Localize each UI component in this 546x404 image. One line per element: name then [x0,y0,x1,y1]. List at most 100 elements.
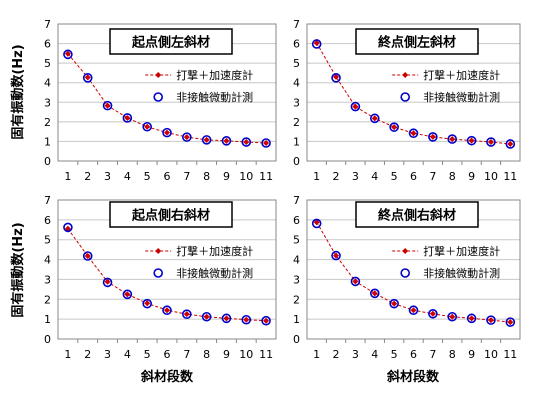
series-hammer-point [164,307,170,314]
series-hammer-point [391,300,398,307]
x-tick-label: 2 [84,348,91,361]
x-tick-label: 8 [203,170,210,183]
series-noncontact-point [447,311,458,322]
series-noncontact-point [389,122,399,132]
series-hammer-point [144,300,151,307]
y-tick-label: 3 [293,273,300,286]
y-tick-label: 6 [44,214,51,227]
x-tick-label: 4 [371,170,378,183]
series-noncontact-point [369,288,380,299]
legend-hammer-label: 打撃＋加速度計 [423,244,500,258]
chart-title-box [355,201,479,228]
series-hammer-point [243,316,250,323]
series-noncontact-point [486,137,496,147]
x-tick-label: 11 [259,348,273,361]
chart-title: 終点側左斜材 [378,35,456,51]
series-hammer-point [313,39,320,46]
series-hammer-point [507,140,514,147]
series-noncontact-point [162,127,172,138]
series-hammer-point [313,219,320,226]
x-tick-label: 2 [84,170,91,183]
x-tick-label: 1 [313,170,320,183]
x-tick-label: 8 [203,348,210,361]
x-tick-label: 11 [503,348,517,361]
series-hammer-point [144,123,151,130]
series-hammer-point [183,134,190,141]
series-hammer-point [487,317,494,324]
chart-title: 終点側右斜材 [378,208,456,224]
y-tick-label: 4 [293,77,300,90]
series-noncontact-point [102,100,113,111]
y-tick-label: 2 [293,293,300,306]
x-tick-label: 10 [484,170,498,183]
x-tick-label: 5 [391,170,398,183]
series-hammer-point [352,103,359,110]
series-noncontact-point [82,251,93,261]
x-tick-label: 3 [352,348,359,361]
x-tick-label: 7 [429,348,436,361]
series-noncontact-point [241,314,252,325]
series-noncontact-point [486,315,496,325]
series-hammer-point [507,319,514,326]
series-noncontact-point [182,309,192,319]
series-hammer-point [64,225,71,232]
series-hammer-point [429,310,436,317]
y-tick-label: 2 [44,116,51,129]
legend-hammer-marker [155,248,162,254]
chart-title-box [109,28,233,55]
x-tick-label: 9 [223,170,230,183]
legend-hammer-marker [155,72,162,78]
x-tick-label: 1 [64,170,71,183]
series-hammer-point [64,50,71,57]
series-noncontact-point [182,132,192,142]
series-noncontact-point [389,298,399,309]
series-noncontact-point [142,121,152,132]
series-hammer-point [391,124,398,131]
x-tick-label: 10 [484,348,498,361]
y-tick-label: 4 [293,254,300,267]
y-tick-label: 1 [44,135,51,148]
plot-area-frame [57,199,277,340]
y-tick-label: 6 [44,38,51,51]
x-tick-label: 4 [371,348,378,361]
series-noncontact-point [142,298,152,309]
series-noncontact-point [261,315,271,326]
series-hammer-point [104,102,111,109]
y-tick-label: 1 [293,313,300,326]
x-tick-label: 7 [183,170,190,183]
legend-noncontact-label: 非接触微動計測 [423,90,500,104]
legend-noncontact-label: 非接触微動計測 [176,90,253,104]
y-tick-label: 4 [44,254,51,267]
plot-area-frame [57,23,277,162]
legend-noncontact-label: 非接触微動計測 [423,266,500,280]
x-tick-label: 6 [410,170,417,183]
x-axis-label: 斜材段数 [140,369,194,385]
series-noncontact-point [331,250,341,261]
series-noncontact-point [408,128,419,139]
y-tick-label: 1 [293,135,300,148]
y-tick-label: 7 [293,194,300,207]
x-tick-label: 8 [449,170,456,183]
series-hammer-point [104,278,111,285]
series-hammer-point [243,139,250,146]
legend-noncontact-marker [400,92,411,102]
x-tick-label: 8 [449,348,456,361]
x-tick-label: 9 [468,170,475,183]
series-hammer-point [203,136,210,143]
series-noncontact-point [428,132,438,142]
y-axis-label: 固有振動数(Hz) [10,44,26,139]
x-tick-label: 3 [104,348,111,361]
series-noncontact-point [201,311,212,322]
x-tick-label: 6 [164,348,171,361]
y-tick-label: 0 [293,155,300,168]
plot-area-frame [306,23,521,162]
series-hammer-point [84,74,91,81]
series-hammer-point [124,114,131,121]
y-tick-label: 4 [44,77,51,90]
x-tick-label: 1 [313,348,320,361]
series-hammer-point [263,139,270,146]
